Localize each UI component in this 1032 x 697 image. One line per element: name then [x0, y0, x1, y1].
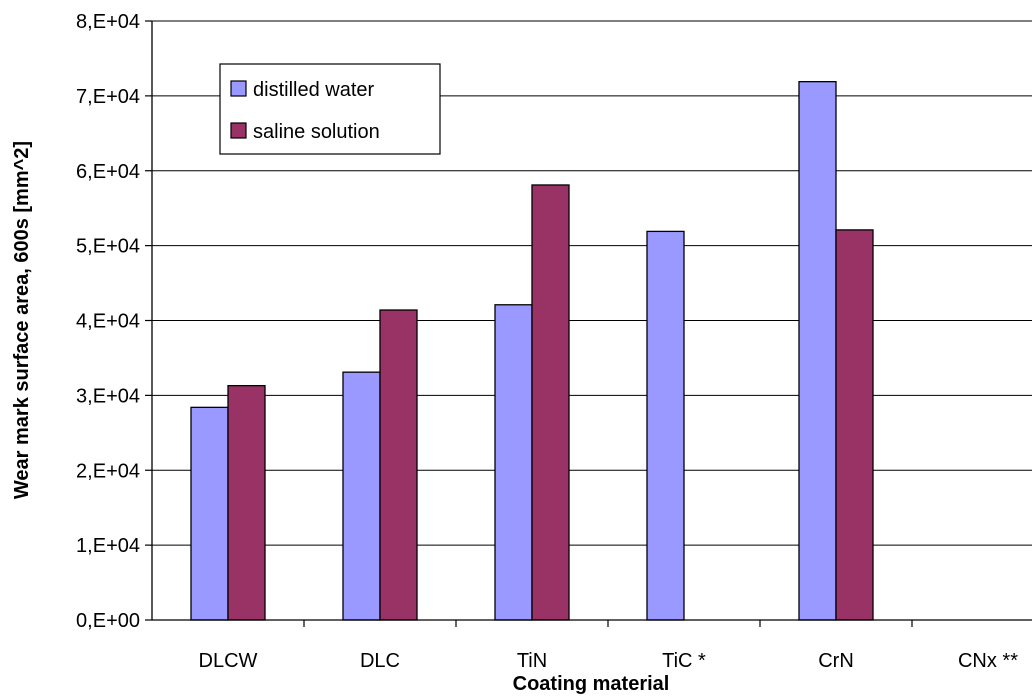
y-axis-ticks: 0,E+00 1,E+04 2,E+04 3,E+04 4,E+04 5,E+04 6,E+… — [76, 11, 152, 632]
bar-distilled-water-DLCW — [190, 406, 229, 621]
y-axis-title: Wear mark surface area, 600s [mm^2] — [11, 141, 33, 499]
bar-distilled-water-TiN — [494, 304, 533, 621]
legend-label-saline-solution: saline solution — [253, 121, 380, 143]
bar-saline-solution-DLC — [379, 309, 418, 621]
x-tick-label: DLCW — [199, 650, 258, 672]
y-tick-label: 1,E+04 — [76, 535, 140, 557]
bars — [190, 80, 874, 621]
y-tick-label: 6,E+04 — [76, 161, 140, 183]
bar-distilled-water-CrN — [798, 80, 837, 621]
x-tick-label: CrN — [818, 650, 854, 672]
y-tick-label: 0,E+00 — [76, 610, 140, 632]
bar-saline-solution-CrN — [835, 229, 874, 621]
y-tick-label: 3,E+04 — [76, 385, 140, 407]
y-tick-label: 4,E+04 — [76, 311, 140, 333]
x-tick-label: TiN — [517, 650, 547, 672]
legend: distilled water saline solution — [219, 63, 441, 155]
y-tick-label: 7,E+04 — [76, 86, 140, 108]
x-tick-label: DLC — [360, 650, 400, 672]
legend-label-distilled-water: distilled water — [253, 79, 375, 101]
bar-distilled-water-DLC — [342, 371, 381, 621]
bar-distilled-water-TiC — [646, 230, 685, 621]
x-tick-label: TiC * — [662, 650, 706, 672]
legend-swatch-saline-solution — [230, 122, 247, 139]
y-tick-label: 5,E+04 — [76, 236, 140, 258]
y-tick-label: 2,E+04 — [76, 460, 140, 482]
bar-saline-solution-DLCW — [227, 384, 266, 621]
y-tick-label: 8,E+04 — [76, 11, 140, 33]
legend-box — [219, 63, 441, 155]
legend-swatch-distilled-water — [230, 80, 247, 97]
x-axis-title: Coating material — [513, 673, 670, 695]
bar-saline-solution-TiN — [531, 184, 570, 621]
x-tick-label: CNx ** — [958, 650, 1018, 672]
